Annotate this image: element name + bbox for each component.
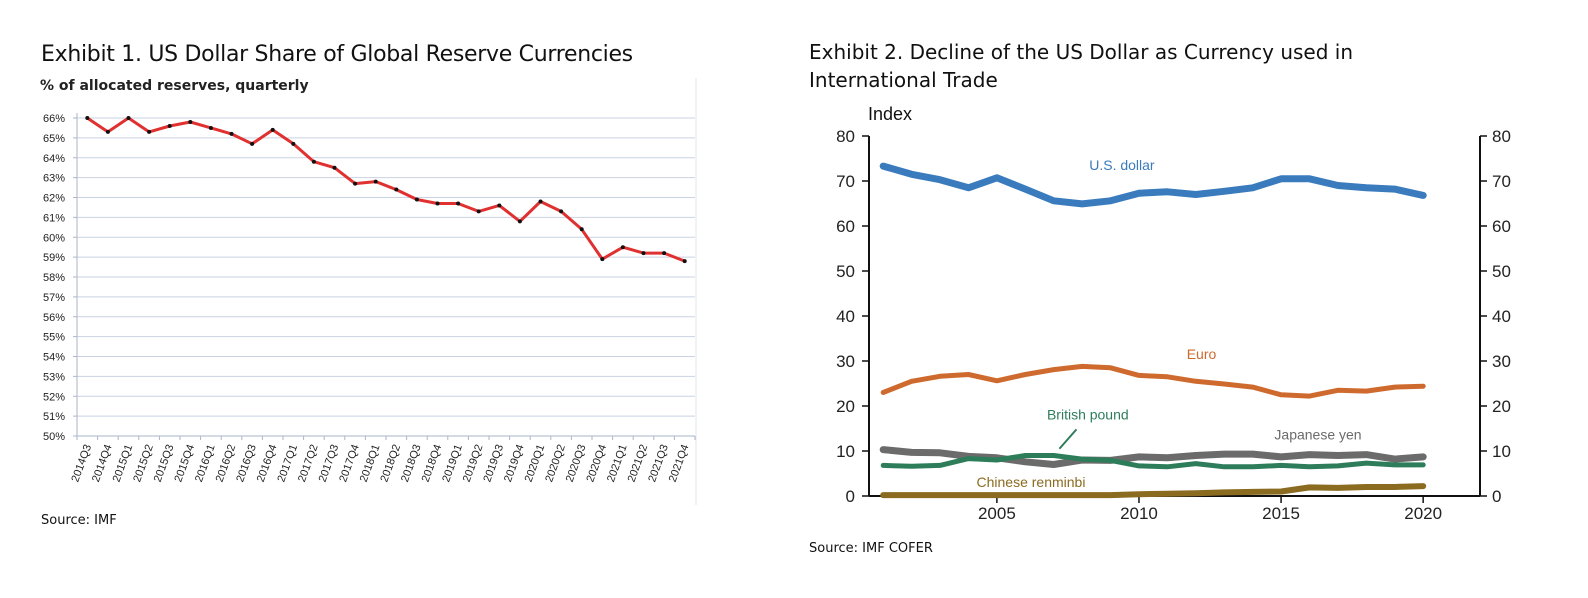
y-tick-label-right: 60 xyxy=(1492,217,1511,236)
y-tick-label-right: 20 xyxy=(1492,397,1511,416)
data-point xyxy=(559,209,564,214)
y-tick-label: 62% xyxy=(43,193,65,205)
series-line xyxy=(879,446,1427,468)
y-tick-label-left: 70 xyxy=(836,172,855,191)
data-point xyxy=(85,116,90,120)
data-point xyxy=(414,197,419,202)
series-label: Japanese yen xyxy=(1274,426,1361,442)
data-point xyxy=(600,257,605,262)
data-point xyxy=(291,141,296,146)
series-label: Euro xyxy=(1187,346,1217,362)
data-point xyxy=(167,123,172,128)
y-tick-label-right: 80 xyxy=(1492,127,1511,146)
exhibit-1-source: Source: IMF xyxy=(41,513,117,528)
data-point xyxy=(147,129,152,134)
x-tick-label: 2021Q4 xyxy=(667,443,692,484)
series-label: Chinese renminbi xyxy=(977,474,1086,490)
series-line xyxy=(880,363,1426,399)
data-point xyxy=(538,199,543,204)
data-point xyxy=(332,165,337,170)
y-tick-label: 64% xyxy=(43,153,65,165)
data-point xyxy=(662,251,667,256)
data-point xyxy=(682,259,687,264)
data-point xyxy=(456,201,461,206)
y-tick-label-right: 50 xyxy=(1492,262,1511,281)
data-point xyxy=(229,131,234,136)
x-tick-label: 2020 xyxy=(1404,504,1442,523)
y-tick-label-left: 80 xyxy=(836,127,855,146)
y-tick-label: 55% xyxy=(43,332,65,344)
exhibit-2-title: Exhibit 2. Decline of the US Dollar as C… xyxy=(809,40,1354,92)
series-label: British pound xyxy=(1047,407,1129,423)
y-tick-label-left: 40 xyxy=(836,307,855,326)
y-tick-label-left: 0 xyxy=(846,487,855,506)
series-line xyxy=(879,162,1427,208)
data-point xyxy=(476,209,481,214)
y-tick-label-right: 0 xyxy=(1492,487,1501,506)
y-tick-label-left: 30 xyxy=(836,352,855,371)
y-tick-label: 60% xyxy=(43,232,65,244)
y-tick-label: 51% xyxy=(43,411,65,423)
data-point xyxy=(208,125,213,130)
series-line xyxy=(880,483,1427,499)
y-tick-label-right: 10 xyxy=(1492,442,1511,461)
x-tick-label: 2005 xyxy=(978,504,1016,523)
y-tick-label-left: 50 xyxy=(836,262,855,281)
y-tick-label: 57% xyxy=(43,292,65,304)
data-point xyxy=(353,181,358,186)
y-tick-label: 61% xyxy=(43,212,65,224)
exhibit-2-source: Source: IMF COFER xyxy=(809,541,933,556)
data-point xyxy=(641,251,646,256)
y-tick-label-right: 70 xyxy=(1492,172,1511,191)
series-line xyxy=(880,453,1426,470)
y-tick-label: 65% xyxy=(43,133,65,145)
data-point xyxy=(373,179,378,184)
y-tick-label-left: 10 xyxy=(836,442,855,461)
y-tick-label: 53% xyxy=(43,371,65,383)
y-tick-label: 63% xyxy=(43,173,65,185)
y-tick-label: 52% xyxy=(43,391,65,403)
y-tick-label-left: 60 xyxy=(836,217,855,236)
x-tick-label: 2010 xyxy=(1120,504,1158,523)
exhibit-1-subtitle: % of allocated reserves, quarterly xyxy=(40,78,309,94)
data-point xyxy=(497,203,502,208)
y-tick-label: 58% xyxy=(43,272,65,284)
y-axis-title: Index xyxy=(868,104,912,124)
data-point xyxy=(105,129,110,134)
data-point xyxy=(394,187,399,192)
series-line xyxy=(86,116,686,263)
x-tick-label: 2015 xyxy=(1262,504,1300,523)
exhibit-1-panel: Exhibit 1. US Dollar Share of Global Res… xyxy=(0,0,760,598)
data-point xyxy=(188,119,193,124)
data-point xyxy=(311,159,316,164)
y-tick-label-right: 40 xyxy=(1492,307,1511,326)
data-point xyxy=(126,116,131,120)
data-point xyxy=(435,201,440,206)
y-tick-label: 50% xyxy=(43,431,65,443)
data-point xyxy=(250,141,255,146)
exhibit-1-title: Exhibit 1. US Dollar Share of Global Res… xyxy=(41,42,633,67)
data-point xyxy=(270,127,275,132)
y-tick-label-left: 20 xyxy=(836,397,855,416)
series-label: U.S. dollar xyxy=(1089,157,1155,173)
y-tick-label: 59% xyxy=(43,252,65,264)
label-leader-line xyxy=(1058,428,1078,450)
y-tick-label: 54% xyxy=(43,352,65,364)
exhibit-2-panel: Exhibit 2. Decline of the US Dollar as C… xyxy=(790,0,1588,598)
y-tick-label: 66% xyxy=(43,113,65,125)
data-point xyxy=(517,219,522,224)
data-point xyxy=(579,227,584,232)
y-tick-label-right: 30 xyxy=(1492,352,1511,371)
y-tick-label: 56% xyxy=(43,312,65,324)
exhibit-1-chart: 66% 65% 64% 63% 62% 61% 60% 59% 58% 57% 56% 55% 54% 5… xyxy=(43,78,697,505)
data-point xyxy=(620,245,625,250)
